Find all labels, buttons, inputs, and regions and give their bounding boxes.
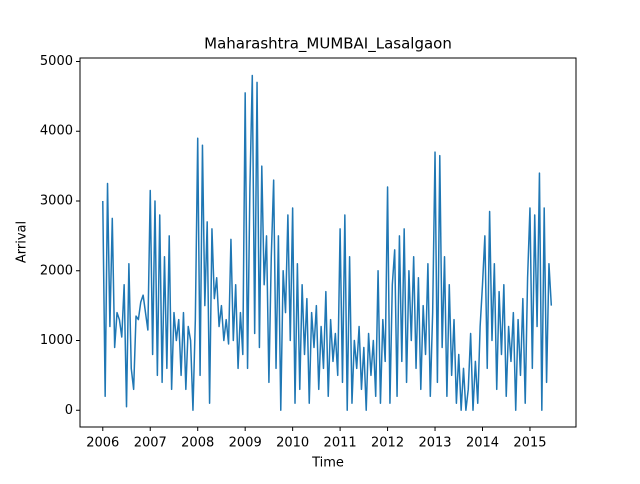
x-tick-label: 2010 [276, 436, 309, 451]
x-tick-label: 2008 [181, 436, 214, 451]
x-tick-label: 2013 [418, 436, 451, 451]
x-tick-label: 2006 [86, 436, 119, 451]
plot-frame [79, 57, 577, 428]
x-tick-label: 2014 [466, 436, 499, 451]
x-axis-label: Time [311, 456, 344, 471]
y-axis-label: Arrival [15, 221, 30, 263]
y-tick-label: 3000 [40, 193, 73, 208]
y-tick-label: 5000 [40, 54, 73, 69]
x-tick-label: 2015 [513, 436, 546, 451]
chart-title: Maharashtra_MUMBAI_Lasalgaon [204, 35, 452, 54]
y-tick-label: 4000 [40, 124, 73, 139]
y-tick-label: 2000 [40, 263, 73, 278]
x-tick-label: 2011 [324, 436, 357, 451]
data-line [102, 74, 553, 412]
y-tick-label: 1000 [40, 333, 73, 348]
y-tick-label: 0 [65, 403, 73, 418]
x-tick-label: 2009 [229, 436, 262, 451]
x-tick-label: 2012 [371, 436, 404, 451]
x-tick-label: 2007 [134, 436, 167, 451]
